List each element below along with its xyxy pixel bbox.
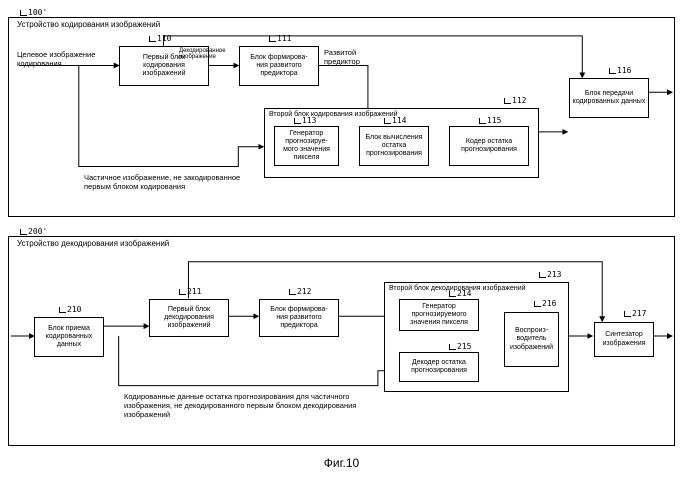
- ref-216: 216: [534, 299, 556, 308]
- box-111: Блок формирова- ния развитого предиктора: [239, 46, 319, 86]
- ref-100: 100': [20, 8, 675, 17]
- box-215: Декодер остатка прогнозирования: [399, 352, 479, 382]
- box-114: Блок вычисления остатка прогнозирования: [359, 126, 429, 166]
- ref-214: 214: [449, 289, 471, 298]
- box-214: Генератор прогнозируемого значения пиксе…: [399, 299, 479, 331]
- ref-212: 212: [289, 287, 311, 296]
- encoder-input-label: Целевое изображение кодирования: [17, 50, 97, 68]
- decoder-partial-label: Кодированные данные остатка прогнозирова…: [124, 392, 374, 419]
- ref-211: 211: [179, 287, 201, 296]
- ref-115: 115: [479, 116, 501, 125]
- ref-200: 200': [20, 227, 675, 236]
- box-113: Генератор прогнозируе- мого значения пик…: [274, 126, 339, 166]
- figure-caption: Фиг.10: [8, 456, 675, 470]
- ref-116: 116: [609, 66, 631, 75]
- ref-210: 210: [59, 305, 81, 314]
- ref-215: 215: [449, 342, 471, 351]
- predictor-out-label: Развитой предиктор: [324, 48, 379, 66]
- box-210: Блок приема кодированных данных: [34, 317, 104, 357]
- box-211: Первый блок декодирования изображений: [149, 299, 229, 337]
- ref-112: 112: [504, 96, 526, 105]
- box-217: Синтезатор изображения: [594, 322, 654, 357]
- box-112-title: Второй блок кодирования изображений: [269, 111, 398, 119]
- ref-113: 113: [294, 116, 316, 125]
- box-115: Кодер остатка прогнозирования: [449, 126, 529, 166]
- encoder-device: Устройство кодирования изображений Целев…: [8, 17, 675, 217]
- decoder-title: Устройство декодирования изображений: [15, 239, 171, 248]
- ref-114: 114: [384, 116, 406, 125]
- ref-213: 213: [539, 270, 561, 279]
- encoder-title: Устройство кодирования изображений: [15, 20, 162, 29]
- box-216: Воспроиз- водитель изображений: [504, 312, 559, 367]
- ref-217: 217: [624, 309, 646, 318]
- ref-111: 111: [269, 34, 291, 43]
- box-212: Блок формирова- ния развитого предиктора: [259, 299, 339, 337]
- box-116: Блок передачи кодированных данных: [569, 78, 649, 118]
- decoder-device: Устройство декодирования изображений 210…: [8, 236, 675, 446]
- decoded-note: Декодированное изображение: [179, 48, 219, 60]
- encoder-partial-label: Частичное изображение, не закодированное…: [84, 173, 264, 191]
- ref-110: 110: [149, 34, 171, 43]
